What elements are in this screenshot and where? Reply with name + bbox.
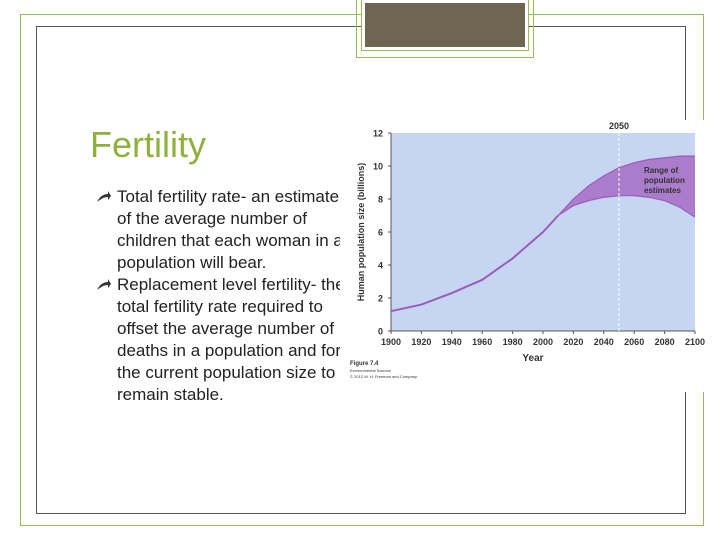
- slide-title: Fertility: [90, 124, 206, 165]
- bullet-list: Total fertility rate- an estimate of the…: [96, 186, 346, 406]
- y-tick-label: 12: [373, 129, 383, 139]
- y-tick-label: 0: [378, 327, 383, 337]
- bullet-item-1: Total fertility rate- an estimate of the…: [96, 186, 346, 274]
- x-tick-label: 2040: [594, 337, 614, 347]
- band-upper-line: [557, 155, 695, 216]
- bullet-item-2: Replacement level fertility- the total f…: [96, 274, 346, 406]
- figure-caption-book: Environmental Science: [350, 368, 392, 373]
- band-label: Range of population estimates: [644, 166, 687, 195]
- x-tick-label: 2020: [563, 337, 583, 347]
- bullet-arrow-icon: [97, 191, 111, 202]
- x-tick-label: 1920: [411, 337, 431, 347]
- x-tick-label: 1980: [503, 337, 523, 347]
- figure-caption-copyright: © 2012 W. H. Freeman and Company: [350, 374, 417, 379]
- population-chart: 0 2 4 6 8 10 12 1900 1920 1940 1960 1980 2000 2020 204…: [350, 121, 705, 379]
- x-axis-label: Year: [522, 353, 543, 364]
- marker-2050-label: 2050: [609, 121, 629, 131]
- x-tick-label: 2060: [624, 337, 644, 347]
- figure-caption-title: Figure 7.4: [350, 361, 379, 367]
- x-tick-label: 2080: [655, 337, 675, 347]
- bullet-text-1: Total fertility rate- an estimate of the…: [117, 187, 343, 272]
- x-tick-label: 1960: [472, 337, 492, 347]
- x-tick-label: 1940: [442, 337, 462, 347]
- x-tick-label: 2000: [533, 337, 553, 347]
- band-lower-line: [557, 195, 696, 218]
- y-tick-label: 2: [378, 294, 383, 304]
- x-tick-label: 2100: [685, 337, 705, 347]
- x-tick-label: 1900: [381, 337, 401, 347]
- y-tick-label: 6: [378, 228, 383, 238]
- population-line: [390, 214, 559, 313]
- estimate-range-band: [558, 156, 695, 218]
- y-axis-label: Human population size (billions): [356, 163, 366, 302]
- top-tab-border: [356, 0, 534, 58]
- bullet-text-2: Replacement level fertility- the total f…: [117, 275, 345, 404]
- bullet-arrow-icon: [97, 279, 111, 290]
- y-tick-label: 8: [378, 195, 383, 205]
- y-tick-label: 10: [373, 162, 383, 172]
- top-decorative-tab: [361, 0, 529, 51]
- y-tick-label: 4: [378, 261, 383, 271]
